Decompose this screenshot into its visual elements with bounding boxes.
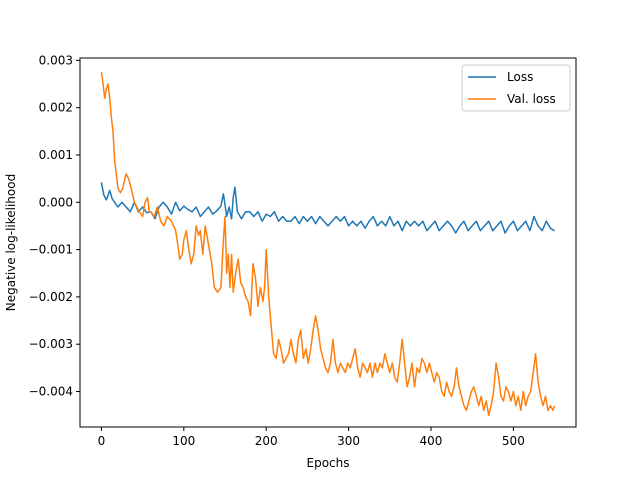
- x-tick-label: 300: [337, 434, 360, 448]
- series-layer: [100, 72, 556, 416]
- y-tick-label: −0.001: [29, 243, 73, 257]
- legend-label: Loss: [507, 70, 533, 84]
- series-line-1: [100, 72, 556, 416]
- x-axis: 0 100 200 300 400 500: [98, 427, 525, 448]
- legend-label: Val. loss: [507, 92, 556, 106]
- y-tick-label: 0.003: [39, 53, 73, 67]
- y-axis: 0.003 0.002 0.001 0.000 −0.001 −0.002 −0.003 −0…: [29, 53, 80, 399]
- plot-frame: [79, 57, 577, 428]
- y-tick-label: 0.001: [39, 148, 73, 162]
- series-line-0: [100, 182, 555, 234]
- y-tick-label: −0.003: [29, 337, 73, 351]
- x-axis-label: Epochs: [307, 456, 350, 470]
- legend: Loss Val. loss: [461, 64, 571, 112]
- x-tick-label: 500: [502, 434, 525, 448]
- y-tick-label: −0.002: [29, 290, 73, 304]
- x-tick-label: 100: [172, 434, 195, 448]
- y-tick-label: −0.004: [29, 385, 73, 399]
- y-tick-label: 0.002: [39, 101, 73, 115]
- y-axis-label: Negative log-likelihood: [4, 174, 18, 311]
- x-tick-label: 400: [420, 434, 443, 448]
- x-tick-label: 200: [255, 434, 278, 448]
- y-tick-label: 0.000: [39, 195, 73, 209]
- x-tick-label: 0: [98, 434, 106, 448]
